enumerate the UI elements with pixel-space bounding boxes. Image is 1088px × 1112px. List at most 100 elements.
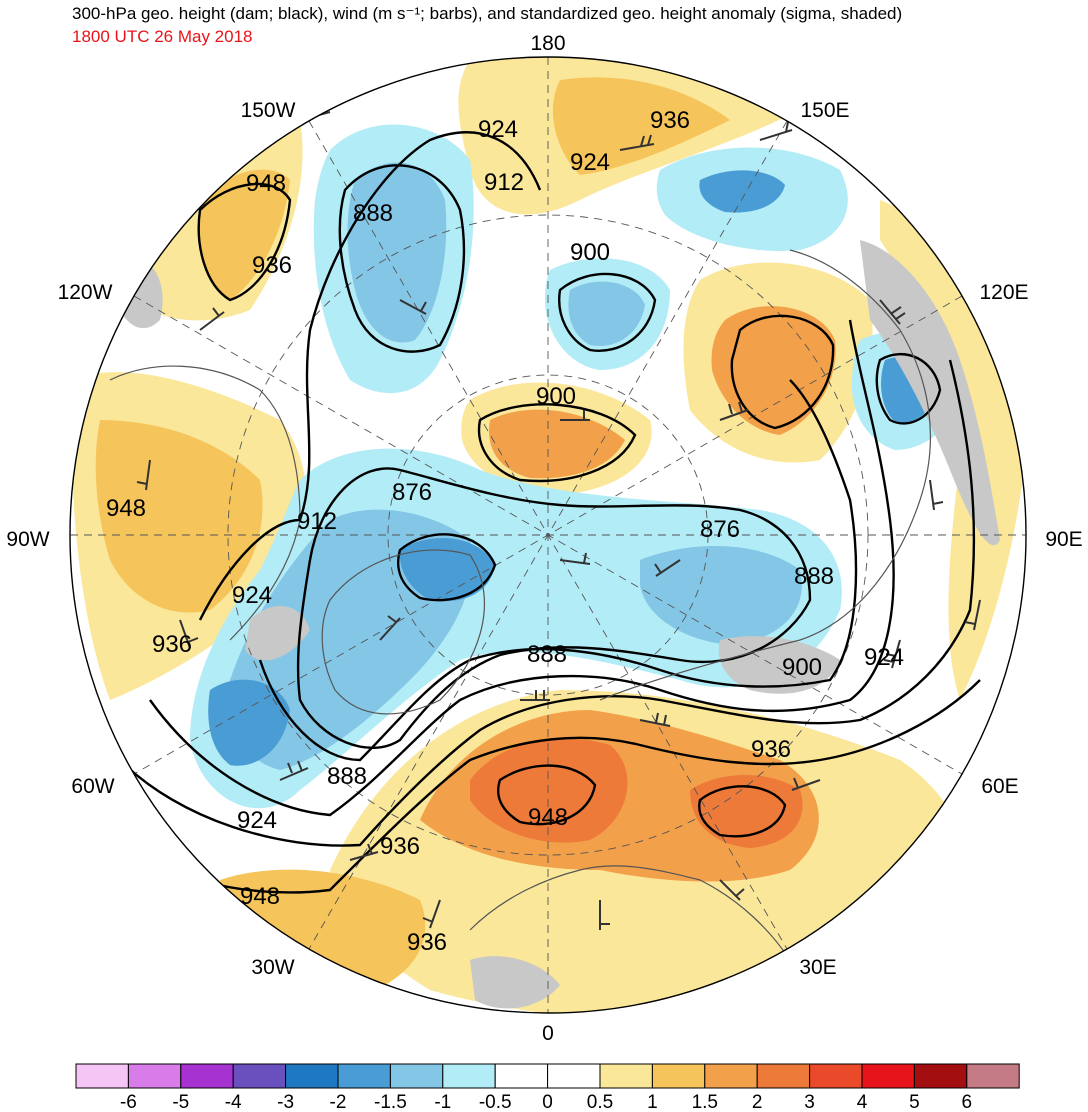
colorbar-box [285, 1063, 339, 1089]
contour-label: 936 [407, 929, 447, 956]
coastline-eurasia [599, 249, 932, 701]
colorbar-box [704, 1063, 758, 1089]
colorbar-box [913, 1063, 968, 1089]
anomaly-neg-chukchi-core [568, 281, 645, 346]
coastline-europe [469, 865, 791, 961]
graticule [70, 57, 1026, 1013]
terrain-greenland-edge [245, 606, 310, 661]
lon-label-90e: 90E [1045, 528, 1082, 551]
wind-barb [964, 599, 981, 631]
colorbar-box [494, 1063, 549, 1089]
wind-barb [619, 134, 655, 151]
colorbar-box [809, 1063, 863, 1089]
colorbar-box [442, 1063, 496, 1089]
wind-barb [929, 479, 944, 511]
contour-900 [258, 379, 858, 762]
wind-barb [883, 639, 901, 669]
colorbar-tick-label: 5 [909, 1092, 920, 1112]
colorbar-tick-label: -0.5 [479, 1092, 512, 1112]
contour-label: 900 [782, 654, 822, 681]
wind-barb [136, 459, 151, 491]
valid-time: 1800 UTC 26 May 2018 [72, 27, 253, 46]
contour-japan-low [875, 352, 942, 425]
colorbar-tick-label: -4 [225, 1092, 242, 1112]
contour-label: 924 [478, 116, 518, 143]
contour-948-east-europe [698, 785, 787, 838]
colorbar-box [547, 1063, 601, 1089]
terrain-plateau-east [860, 240, 1000, 546]
wind-barb [422, 899, 441, 929]
colorbar-tick-label: -1 [434, 1092, 451, 1112]
colorbar-tick-label: -2 [330, 1092, 347, 1112]
contour-label: 936 [650, 107, 690, 134]
anomaly-pos-north-pacific-core [552, 77, 730, 175]
contour-876 [397, 533, 497, 602]
lon-label-90w: 90W [6, 528, 49, 551]
contour-label: 912 [484, 169, 524, 196]
contour-label: 888 [327, 763, 367, 790]
wind-barb [179, 619, 199, 649]
colorbar-tick-label: 1 [647, 1092, 658, 1112]
contour-label: 924 [864, 644, 904, 671]
contour-936-siberia [730, 314, 835, 430]
colorbar-tick-label: -5 [172, 1092, 189, 1112]
colorbar-box [966, 1063, 1020, 1089]
wind-barbs [136, 103, 981, 930]
wind-barb [639, 712, 671, 727]
contour-label: 948 [528, 804, 568, 831]
wind-barb [520, 690, 550, 701]
colorbar-tick-labels: -6 -5 -4 -3 -2 -1.5 -1 -0.5 0 0.5 1 1.5 2 3 4 5 6 [120, 1092, 972, 1112]
contour-label: 876 [392, 479, 432, 506]
height-contours [89, 131, 981, 894]
colorbar-box [180, 1063, 234, 1089]
colorbar-tick-label: -1.5 [374, 1092, 407, 1112]
colorbar-tick-label: -3 [277, 1092, 294, 1112]
figure-title: 300-hPa geo. height (dam; black), wind (… [72, 4, 903, 23]
anomaly-neg-labrador-core [208, 679, 290, 766]
colorbar-box [389, 1063, 444, 1089]
contour-label: 924 [570, 149, 610, 176]
contour-948-europe [497, 764, 597, 826]
contour-label: 888 [353, 200, 393, 227]
contour-label: 924 [237, 807, 277, 834]
lon-label-150e: 150E [800, 99, 849, 122]
wind-barb [654, 559, 681, 577]
contour-label: 948 [246, 170, 286, 197]
polar-stereographic-map: 180 150E 120E 90E 60E 30E 0 30W 60W 90W … [6, 32, 1082, 1045]
wind-barb [349, 843, 379, 861]
lon-label-180: 180 [530, 32, 565, 55]
negative-anomaly-shading [190, 124, 965, 809]
contour-label: 888 [794, 563, 834, 590]
wind-barb [560, 410, 590, 421]
wind-barb [879, 299, 906, 325]
contour-label: 888 [527, 641, 567, 668]
wind-barb [279, 760, 309, 781]
anomaly-colorbar: -6 -5 -4 -3 -2 -1.5 -1 -0.5 0 0.5 1 1.5 2 3 4 5 6 [75, 1063, 1020, 1112]
colorbar-box [756, 1063, 811, 1089]
colorbar-tick-label: 0.5 [587, 1092, 613, 1112]
lon-label-60e: 60E [981, 775, 1018, 798]
lon-label-30e: 30E [799, 956, 836, 979]
contour-label: 936 [380, 833, 420, 860]
wind-barb [559, 552, 591, 565]
terrain-iberia [470, 956, 560, 1009]
contour-924 [149, 319, 895, 817]
wind-barb [719, 401, 749, 421]
coastlines [109, 249, 932, 961]
anomaly-pos-north-america-core [95, 420, 263, 613]
colorbar-box [651, 1063, 706, 1089]
wind-barb [599, 900, 610, 930]
lon-label-30w: 30W [251, 956, 294, 979]
colorbar-tick-label: 6 [962, 1092, 973, 1112]
lon-label-0: 0 [542, 1022, 554, 1045]
anomaly-pos-alaska-core [198, 169, 290, 300]
colorbar-tick-label: -6 [120, 1092, 137, 1112]
wind-barb [399, 299, 427, 315]
colorbar-tick-label: 0 [542, 1092, 553, 1112]
map-disc [70, 57, 1026, 1013]
contour-label: 924 [232, 582, 272, 609]
anomaly-pos-europe-core [470, 738, 628, 843]
coastline-north-america [109, 365, 301, 641]
coastline-greenland [321, 549, 485, 715]
contour-912 [198, 131, 542, 621]
